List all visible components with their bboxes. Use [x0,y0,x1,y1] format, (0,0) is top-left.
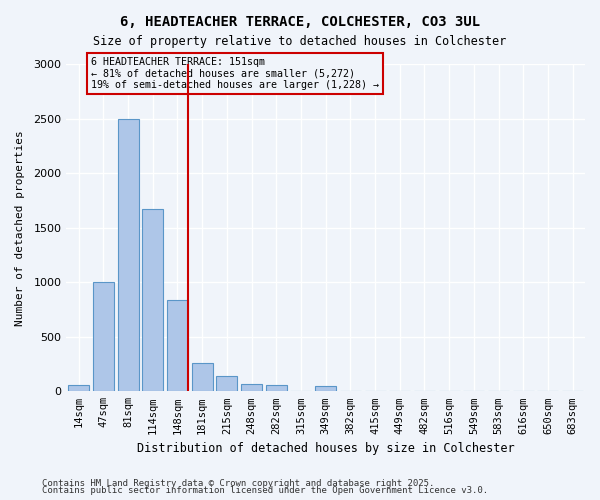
Y-axis label: Number of detached properties: Number of detached properties [15,130,25,326]
Bar [217,376,238,392]
Text: Size of property relative to detached houses in Colchester: Size of property relative to detached ho… [94,35,506,48]
Bar [315,386,336,392]
Bar [241,384,262,392]
Text: Contains HM Land Registry data © Crown copyright and database right 2025.: Contains HM Land Registry data © Crown c… [42,478,434,488]
Bar [93,282,114,392]
Text: Contains public sector information licensed under the Open Government Licence v3: Contains public sector information licen… [42,486,488,495]
Bar [167,300,188,392]
X-axis label: Distribution of detached houses by size in Colchester: Distribution of detached houses by size … [137,442,514,455]
Bar [191,363,212,392]
Bar [68,385,89,392]
Bar [142,209,163,392]
Bar [266,385,287,392]
Bar [118,118,139,392]
Text: 6 HEADTEACHER TERRACE: 151sqm
← 81% of detached houses are smaller (5,272)
19% o: 6 HEADTEACHER TERRACE: 151sqm ← 81% of d… [91,57,379,90]
Text: 6, HEADTEACHER TERRACE, COLCHESTER, CO3 3UL: 6, HEADTEACHER TERRACE, COLCHESTER, CO3 … [120,15,480,29]
